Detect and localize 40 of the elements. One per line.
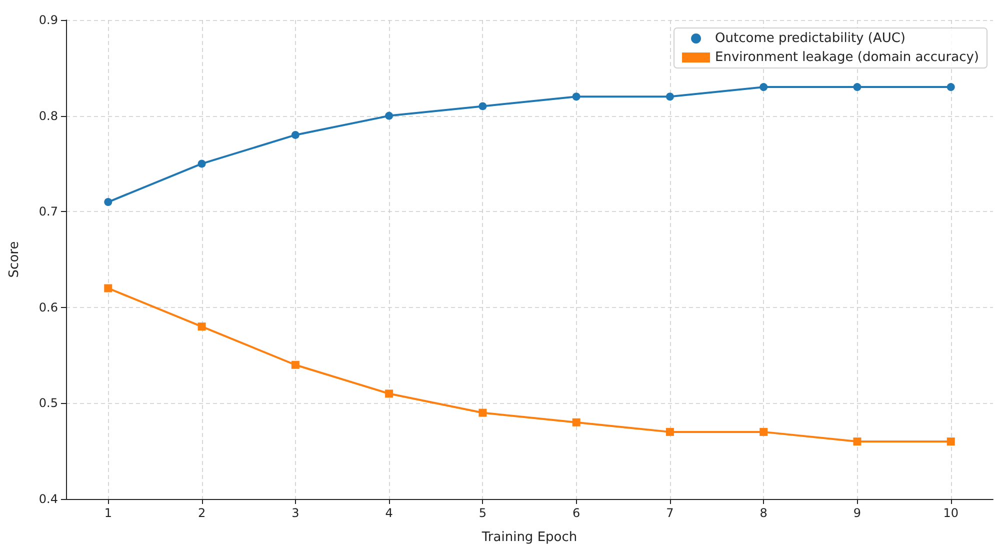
point bbox=[291, 360, 300, 369]
point bbox=[291, 130, 300, 139]
point bbox=[198, 160, 206, 168]
x-tick-label: 7 bbox=[666, 506, 674, 520]
point bbox=[572, 92, 580, 101]
point bbox=[572, 418, 580, 426]
x-tick-label: 1 bbox=[104, 506, 112, 520]
point bbox=[666, 428, 674, 436]
point bbox=[760, 428, 768, 436]
y-tick-label: 0.4 bbox=[38, 492, 58, 506]
y-tick-label: 0.7 bbox=[38, 204, 58, 219]
point bbox=[104, 284, 112, 292]
y-tick-label: 0.6 bbox=[38, 300, 58, 314]
x-tick-label: 3 bbox=[292, 506, 300, 520]
point bbox=[478, 102, 487, 110]
point bbox=[666, 92, 674, 101]
x-tick-label: 2 bbox=[198, 506, 206, 520]
point bbox=[478, 408, 487, 417]
point bbox=[198, 322, 206, 331]
legend-label: Outcome predictability (AUC) bbox=[715, 31, 906, 46]
x-tick-label: 9 bbox=[853, 506, 862, 520]
point bbox=[853, 438, 862, 446]
y-tick-label: 0.5 bbox=[38, 396, 58, 410]
point bbox=[385, 112, 394, 120]
y-axis-title: Score bbox=[7, 241, 22, 278]
x-axis-title: Training Epoch bbox=[480, 530, 578, 545]
point bbox=[853, 83, 862, 92]
y-tick-label: 0.8 bbox=[38, 108, 58, 123]
x-tick-label: 5 bbox=[478, 506, 486, 520]
point bbox=[946, 83, 955, 92]
point bbox=[946, 438, 955, 446]
legend-label: Environment leakage (domain accuracy) bbox=[715, 50, 980, 65]
x-tick-label: 6 bbox=[572, 506, 580, 520]
x-tick-label: 8 bbox=[760, 506, 768, 520]
point bbox=[104, 198, 112, 206]
x-tick-label: 4 bbox=[385, 506, 393, 520]
point bbox=[385, 390, 394, 398]
point bbox=[760, 83, 768, 92]
y-tick-label: 0.9 bbox=[38, 13, 58, 27]
x-tick-label: 10 bbox=[943, 506, 959, 520]
